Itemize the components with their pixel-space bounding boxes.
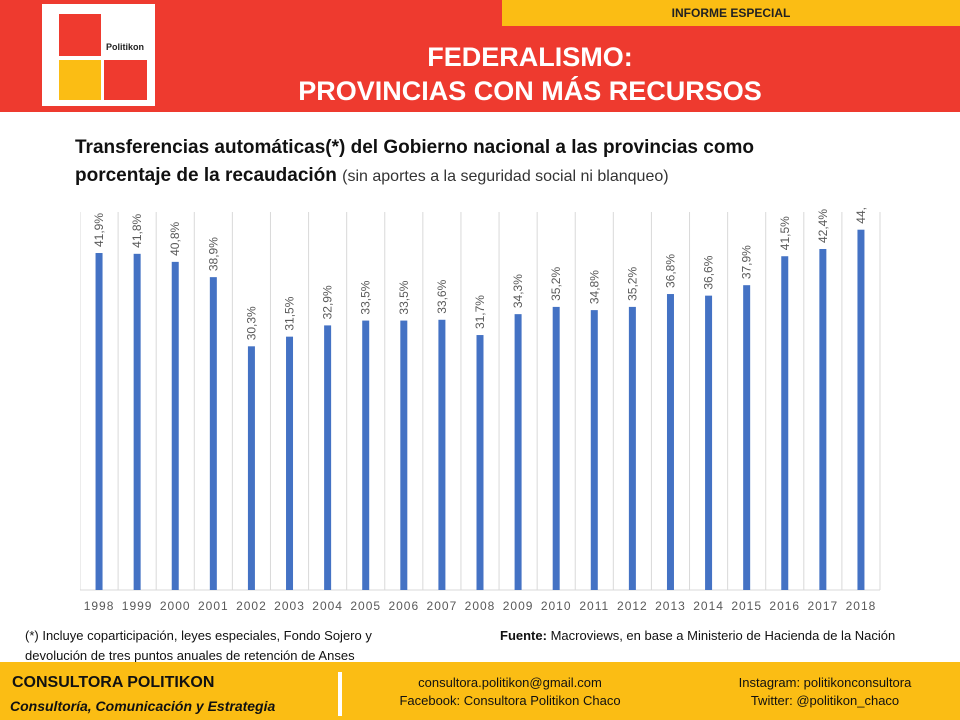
bar-2004 (324, 325, 332, 590)
bar-2012 (628, 306, 636, 590)
x-tick-2012: 2012 (617, 599, 648, 613)
bar-1999 (133, 253, 141, 590)
data-label-2007: 33,6% (435, 279, 449, 313)
x-tick-2011: 2011 (579, 599, 609, 613)
x-tick-2018: 2018 (846, 599, 877, 613)
bar-2017 (819, 248, 827, 591)
data-label-2005: 33,5% (359, 280, 373, 314)
data-label-2009: 34,3% (511, 274, 525, 308)
x-tick-1998: 1998 (84, 599, 115, 613)
data-label-2004: 32,9% (321, 285, 335, 319)
x-tick-2017: 2017 (808, 599, 839, 613)
bar-2008 (476, 335, 484, 590)
subtitle-note: (sin aportes a la seguridad social ni bl… (342, 168, 669, 185)
x-tick-2001: 2001 (198, 599, 229, 613)
bar-2002 (247, 346, 255, 590)
x-tick-2015: 2015 (731, 599, 762, 613)
bar-2003 (286, 336, 294, 590)
x-tick-2014: 2014 (693, 599, 724, 613)
report-tag: INFORME ESPECIAL (502, 0, 960, 26)
footer-divider (338, 672, 342, 716)
source-text: Macroviews, en base a Ministerio de Haci… (550, 628, 896, 643)
bar-2016 (781, 256, 789, 590)
bar-2005 (362, 320, 370, 590)
logo-text: Politikon (106, 42, 144, 52)
x-tick-1999: 1999 (122, 599, 153, 613)
x-tick-2000: 2000 (160, 599, 191, 613)
data-label-2003: 31,5% (283, 296, 297, 330)
source-label: Fuente: (500, 628, 547, 643)
logo-square-white (104, 14, 147, 56)
data-label-2011: 34,8% (587, 270, 601, 304)
title-line-2: PROVINCIAS CON MÁS RECURSOS (298, 76, 762, 106)
footer-email: consultora.politikon@gmail.com (418, 675, 602, 690)
subtitle-line-1: Transferencias automáticas(*) del Gobier… (75, 137, 754, 158)
data-label-2006: 33,5% (397, 280, 411, 314)
x-tick-2010: 2010 (541, 599, 572, 613)
footer-tagline: Consultoría, Comunicación y Estrategia (10, 698, 276, 714)
source-note: Fuente: Macroviews, en base a Ministerio… (500, 626, 920, 645)
footer-contact: consultora.politikon@gmail.com Facebook:… (380, 674, 640, 710)
footer-company-name: CONSULTORA POLITIKON (12, 674, 215, 691)
bar-2011 (590, 310, 598, 590)
bar-chart: 41,9% 1998 41,8% 1999 40,8% 2000 38,9% 2001 30,3… (80, 208, 881, 613)
data-label-1999: 41,8% (130, 213, 144, 247)
data-label-2017: 42,4% (816, 209, 830, 243)
x-tick-2007: 2007 (427, 599, 458, 613)
subtitle-line-2: porcentaje de la recaudación (75, 165, 337, 186)
page-title: FEDERALISMO: PROVINCIAS CON MÁS RECURSOS (170, 40, 890, 108)
logo-square-red (59, 14, 101, 56)
footnote: (*) Incluye coparticipación, leyes espec… (25, 628, 372, 663)
x-tick-2013: 2013 (655, 599, 686, 613)
bar-2014 (705, 295, 713, 590)
logo-square-yellow (59, 60, 101, 100)
bar-2013 (666, 294, 674, 590)
x-tick-2008: 2008 (465, 599, 496, 613)
footer: CONSULTORA POLITIKON Consultoría, Comuni… (0, 662, 960, 720)
x-tick-2006: 2006 (388, 599, 419, 613)
x-tick-2016: 2016 (769, 599, 800, 613)
data-label-2018: 44,8% (854, 208, 868, 224)
data-label-2014: 36,6% (702, 255, 716, 289)
data-label-2015: 37,9% (740, 245, 754, 279)
footer-social: Instagram: politikonconsultora Twitter: … (690, 674, 960, 710)
data-label-2012: 35,2% (625, 267, 639, 301)
data-label-1998: 41,9% (92, 213, 106, 247)
data-label-2002: 30,3% (244, 306, 258, 340)
footer-twitter: Twitter: @politikon_chaco (750, 693, 900, 708)
x-tick-2009: 2009 (503, 599, 534, 613)
bar-2007 (438, 319, 446, 590)
data-label-2016: 41,5% (778, 216, 792, 250)
bar-2001 (209, 277, 217, 590)
logo-square-red-2 (104, 60, 147, 100)
x-tick-2002: 2002 (236, 599, 267, 613)
data-label-2008: 31,7% (473, 295, 487, 329)
x-tick-2005: 2005 (350, 599, 381, 613)
x-tick-2003: 2003 (274, 599, 305, 613)
x-tick-2004: 2004 (312, 599, 343, 613)
bar-2000 (171, 261, 179, 590)
data-label-2001: 38,9% (206, 237, 220, 271)
footer-facebook: Facebook: Consultora Politikon Chaco (399, 693, 621, 708)
bar-1998 (95, 253, 103, 590)
footer-instagram: Instagram: politikonconsultora (738, 675, 912, 690)
data-label-2000: 40,8% (168, 222, 182, 256)
bar-2010 (552, 306, 560, 590)
bar-2015 (743, 285, 751, 590)
data-label-2013: 36,8% (663, 254, 677, 288)
bar-2018 (857, 229, 865, 591)
bar-2009 (514, 314, 522, 590)
chart-subtitle: Transferencias automáticas(*) del Gobier… (75, 134, 895, 191)
data-label-2010: 35,2% (549, 267, 563, 301)
title-line-1: FEDERALISMO: (427, 42, 633, 72)
logo: Politikon (42, 4, 155, 106)
bar-2006 (400, 320, 408, 590)
